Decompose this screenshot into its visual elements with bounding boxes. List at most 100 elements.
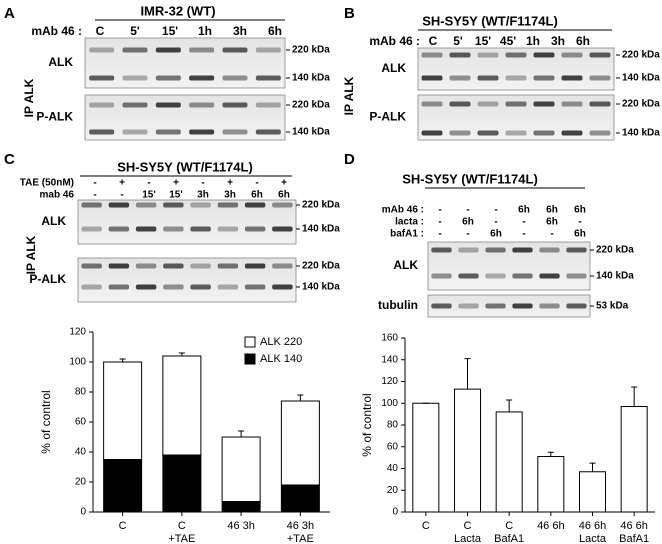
panel-letter: C: [4, 151, 15, 168]
side-label: IP ALK: [24, 235, 38, 274]
panel-letter: D: [344, 151, 355, 168]
bar-segment: [162, 355, 202, 456]
band: [566, 303, 587, 309]
marker-label: 220 kDa: [622, 99, 660, 110]
band: [272, 284, 293, 290]
lane-label: -: [438, 229, 441, 240]
band: [135, 226, 157, 232]
lane-label: 15': [475, 34, 491, 48]
legend-swatch: [244, 353, 256, 365]
band: [222, 75, 248, 81]
y-tick-label: 80: [387, 420, 399, 431]
band: [458, 247, 479, 253]
error-bar: [119, 358, 126, 362]
band: [155, 47, 181, 53]
y-tick-label: 60: [387, 441, 399, 452]
band: [155, 102, 181, 108]
band: [217, 284, 239, 290]
band: [449, 75, 471, 81]
lane-label: 3h: [233, 24, 247, 38]
panel-letter: B: [344, 5, 355, 22]
band: [163, 226, 184, 232]
band: [421, 101, 443, 107]
marker-label: 140 kDa: [302, 282, 340, 293]
x-tick-label: C Lacta: [454, 520, 482, 544]
marker-label: 220 kDa: [292, 45, 330, 56]
band: [81, 226, 102, 232]
y-tick-label: 20: [387, 485, 399, 496]
y-tick-label: 40: [75, 447, 87, 458]
band: [477, 101, 499, 107]
band: [477, 52, 499, 58]
bar: [579, 471, 606, 513]
lane-label: 5': [130, 24, 140, 38]
band: [431, 273, 452, 279]
side-label: IP ALK: [22, 78, 36, 117]
band: [458, 273, 479, 279]
band: [217, 226, 239, 232]
band: [485, 247, 506, 253]
row-label: mAb 46 :: [382, 205, 424, 216]
band: [81, 263, 102, 269]
marker-label: 220 kDa: [302, 261, 340, 272]
y-tick-label: 140: [381, 354, 398, 365]
band: [505, 101, 527, 107]
lane-label: 3h: [197, 190, 209, 201]
band: [458, 303, 479, 309]
lane-label: 15': [142, 190, 156, 201]
band: [421, 130, 443, 136]
band: [222, 47, 248, 53]
lane-label: -: [255, 178, 258, 189]
lane-label: -: [522, 229, 525, 240]
blot: [84, 37, 286, 89]
band: [189, 129, 215, 135]
lane-label: -: [201, 178, 204, 189]
band: [539, 303, 560, 309]
marker-label: 140 kDa: [622, 128, 660, 139]
band: [108, 226, 130, 232]
y-tick-label: 60: [75, 417, 87, 428]
error-bar: [631, 386, 638, 407]
marker-label: 140 kDa: [596, 271, 634, 282]
lane-label: -: [494, 205, 497, 216]
y-tick-label: 120: [69, 327, 86, 338]
x-tick-label: C: [119, 520, 127, 532]
band: [505, 52, 527, 58]
band: [533, 75, 555, 81]
lane-label: -: [147, 178, 150, 189]
lane-label: 6h: [251, 190, 263, 201]
band: [566, 273, 587, 279]
x-tick-label: 46 3h: [227, 520, 255, 532]
band: [81, 284, 102, 290]
blot-label: ALK: [393, 258, 418, 272]
band: [505, 130, 527, 136]
band: [539, 247, 560, 253]
band: [539, 273, 560, 279]
lane-label: 3h: [551, 34, 565, 48]
band: [163, 263, 184, 269]
lane-label: 15': [162, 24, 178, 38]
row-label: bafA1 :: [390, 229, 424, 240]
blot-label: ALK: [381, 61, 406, 75]
band: [477, 75, 499, 81]
lane-label: 6h: [268, 24, 282, 38]
lane-label: -: [578, 217, 581, 228]
band: [135, 284, 157, 290]
blot: [84, 94, 286, 141]
band: [135, 202, 157, 208]
lane-label: 6h: [278, 190, 290, 201]
blot-label: P-ALK: [369, 110, 406, 124]
lane-label: 6h: [546, 217, 558, 228]
band: [244, 284, 266, 290]
y-tick-label: 100: [381, 398, 398, 409]
band: [533, 130, 555, 136]
bar-segment: [162, 454, 202, 513]
lane-label: -: [438, 217, 441, 228]
lane-label: 6h: [574, 205, 586, 216]
marker-label: 220 kDa: [302, 200, 340, 211]
band: [89, 75, 115, 81]
panel-title: SH-SY5Y (WT/F1174L): [402, 171, 538, 186]
band: [512, 303, 533, 309]
bar-segment: [280, 484, 320, 513]
band: [589, 101, 611, 107]
